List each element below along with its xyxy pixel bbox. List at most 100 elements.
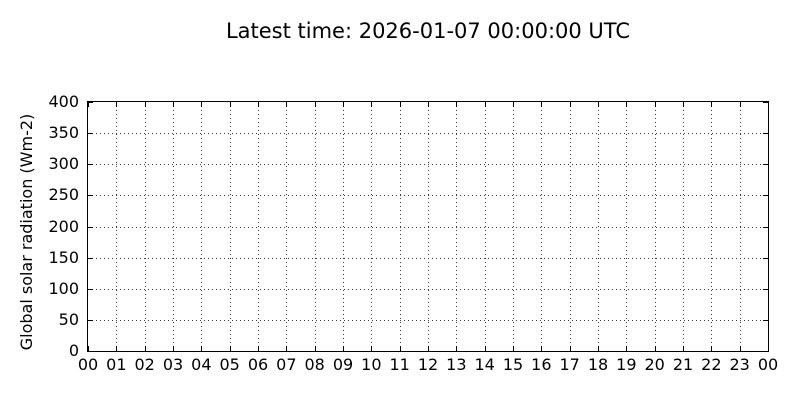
x-tick-mark-bottom bbox=[711, 346, 713, 351]
x-tick-mark-top bbox=[229, 102, 231, 107]
x-tick-label: 22 bbox=[701, 355, 722, 374]
x-tick-label: 18 bbox=[587, 355, 609, 374]
chart-title: Latest time: 2026-01-07 00:00:00 UTC bbox=[225, 19, 631, 43]
x-tick-mark-top bbox=[201, 102, 203, 107]
x-tick-mark-top bbox=[343, 102, 344, 107]
x-tick-mark-top bbox=[456, 102, 458, 107]
gridline-horizontal bbox=[88, 257, 768, 259]
x-tick-mark-bottom bbox=[569, 346, 571, 351]
x-tick-mark-top bbox=[654, 102, 656, 107]
x-tick-mark-bottom bbox=[229, 346, 231, 351]
x-tick-mark-top bbox=[314, 102, 316, 107]
x-tick-mark-top bbox=[739, 102, 741, 107]
x-tick-label: 09 bbox=[332, 355, 354, 374]
x-tick-mark-top bbox=[711, 102, 713, 107]
y-tick-mark-left bbox=[88, 102, 93, 103]
x-tick-label: 03 bbox=[162, 355, 184, 374]
gridline-horizontal bbox=[88, 288, 768, 290]
x-tick-label: 08 bbox=[304, 355, 325, 374]
x-tick-mark-bottom bbox=[428, 346, 429, 351]
x-tick-label: 04 bbox=[191, 355, 212, 374]
x-tick-label: 05 bbox=[219, 355, 240, 374]
y-tick-mark-left bbox=[88, 319, 93, 321]
y-tick-mark-right bbox=[763, 164, 768, 166]
x-tick-label: 15 bbox=[502, 355, 524, 374]
y-tick-label: 250 bbox=[48, 185, 79, 205]
x-tick-mark-top bbox=[371, 102, 373, 107]
x-tick-label: 19 bbox=[616, 355, 637, 374]
y-tick-label: 400 bbox=[48, 92, 79, 111]
y-tick-mark-right bbox=[763, 257, 768, 259]
x-tick-label: 11 bbox=[389, 355, 410, 374]
x-tick-label: 06 bbox=[247, 355, 269, 374]
x-tick-mark-bottom bbox=[116, 346, 118, 351]
x-tick-mark-bottom bbox=[739, 346, 741, 351]
x-tick-mark-bottom bbox=[286, 346, 288, 351]
y-tick-label: 150 bbox=[48, 247, 79, 267]
x-tick-label: 17 bbox=[559, 355, 580, 374]
x-tick-mark-top bbox=[173, 102, 174, 107]
y-tick-label: 350 bbox=[48, 123, 79, 143]
x-tick-mark-top bbox=[428, 102, 429, 107]
x-tick-mark-bottom bbox=[484, 346, 486, 351]
x-tick-mark-bottom bbox=[399, 346, 401, 351]
x-tick-mark-top bbox=[88, 102, 89, 107]
x-tick-mark-top bbox=[683, 102, 684, 107]
gridline-horizontal bbox=[88, 133, 768, 135]
y-tick-label: 0 bbox=[68, 341, 79, 360]
x-tick-mark-bottom bbox=[683, 346, 684, 351]
y-tick-mark-right bbox=[763, 195, 768, 197]
y-tick-mark-right bbox=[763, 102, 768, 103]
y-tick-mark-right bbox=[763, 351, 768, 352]
x-tick-label: 16 bbox=[531, 355, 552, 374]
x-tick-mark-top bbox=[484, 102, 486, 107]
x-tick-mark-bottom bbox=[654, 346, 656, 351]
x-tick-label: 13 bbox=[446, 355, 467, 374]
x-tick-mark-top bbox=[768, 102, 769, 107]
gridline-horizontal bbox=[88, 164, 768, 166]
x-tick-mark-bottom bbox=[88, 346, 89, 351]
x-tick-mark-bottom bbox=[173, 346, 174, 351]
x-tick-mark-top bbox=[258, 102, 259, 107]
x-tick-label: 00 bbox=[757, 355, 779, 374]
y-tick-mark-left bbox=[88, 226, 93, 228]
x-tick-mark-bottom bbox=[456, 346, 458, 351]
x-tick-mark-bottom bbox=[258, 346, 259, 351]
x-tick-mark-bottom bbox=[626, 346, 628, 351]
y-tick-mark-left bbox=[88, 288, 93, 290]
x-tick-mark-top bbox=[116, 102, 118, 107]
gridline-horizontal bbox=[88, 319, 768, 321]
x-tick-mark-top bbox=[569, 102, 571, 107]
x-tick-mark-bottom bbox=[768, 346, 769, 351]
y-tick-label: 200 bbox=[48, 216, 79, 236]
x-tick-mark-top bbox=[541, 102, 543, 107]
x-tick-mark-top bbox=[399, 102, 401, 107]
x-tick-label: 21 bbox=[672, 355, 694, 374]
x-tick-label: 20 bbox=[644, 355, 665, 374]
x-tick-label: 23 bbox=[729, 355, 750, 374]
x-tick-mark-bottom bbox=[541, 346, 543, 351]
x-tick-mark-bottom bbox=[513, 346, 514, 351]
y-tick-mark-left bbox=[88, 164, 93, 166]
x-tick-label: 00 bbox=[77, 355, 99, 374]
x-tick-mark-top bbox=[286, 102, 288, 107]
x-tick-mark-bottom bbox=[371, 346, 373, 351]
x-tick-label: 10 bbox=[361, 355, 382, 374]
y-tick-mark-right bbox=[763, 226, 768, 228]
x-tick-mark-top bbox=[513, 102, 514, 107]
x-tick-mark-bottom bbox=[598, 346, 599, 351]
y-tick-mark-left bbox=[88, 133, 93, 135]
x-tick-mark-top bbox=[598, 102, 599, 107]
gridline-horizontal bbox=[88, 195, 768, 197]
x-tick-mark-bottom bbox=[144, 346, 146, 351]
x-tick-mark-bottom bbox=[201, 346, 203, 351]
y-tick-mark-left bbox=[88, 195, 93, 197]
x-tick-label: 12 bbox=[417, 355, 439, 374]
y-tick-mark-right bbox=[763, 319, 768, 321]
x-tick-mark-top bbox=[626, 102, 628, 107]
x-tick-label: 01 bbox=[106, 355, 127, 374]
x-tick-label: 14 bbox=[474, 355, 495, 374]
plot-area bbox=[87, 101, 769, 352]
y-tick-label: 300 bbox=[48, 154, 79, 174]
